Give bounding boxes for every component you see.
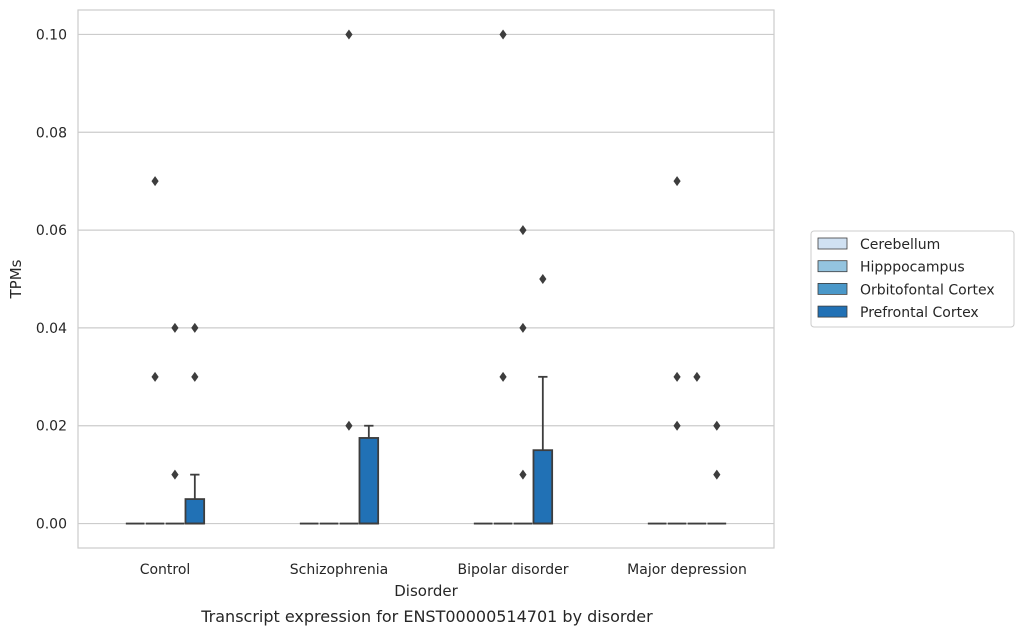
outlier-point [499,29,507,40]
x-tick-label: Control [140,562,191,578]
outlier-point [519,322,527,333]
y-tick-label: 0.04 [36,321,67,337]
x-axis-label: Disorder [394,582,458,600]
y-tick-label: 0.10 [36,27,67,43]
y-axis-ticks: 0.00 0.02 0.04 0.06 0.08 0.10 [36,27,67,532]
outlier-point [519,469,527,480]
x-tick-label: Bipolar disorder [457,562,568,578]
outlier-point [151,371,159,382]
outlier-point [345,29,353,40]
y-tick-label: 0.00 [36,517,67,533]
outlier-point [171,469,179,480]
outlier-point [171,322,179,333]
outlier-point [191,371,199,382]
outlier-point [673,420,681,431]
outlier-point [713,469,721,480]
y-axis-label: TPMs [7,259,25,299]
box-body [184,498,206,525]
marks-layer [125,29,727,525]
plot-area-frame [77,9,775,549]
x-tick-label: Schizophrenia [290,562,388,578]
outlier-point [519,225,527,236]
outlier-point [693,371,701,382]
x-axis-ticks: Control Schizophrenia Bipolar disorder Majo… [140,562,747,578]
legend-label: Orbitofontal Cortex [860,282,995,298]
outlier-point [191,322,199,333]
legend: Cerebellum Hipppocampus Orbitofontal Corte… [810,230,1015,328]
legend-swatch [817,282,848,295]
legend-label: Prefrontal Cortex [860,305,979,321]
legend-swatch [817,305,848,318]
y-tick-label: 0.08 [36,125,67,141]
legend-swatch [817,260,848,273]
chart-caption: Transcript expression for ENST0000051470… [200,607,653,626]
legend-swatch [817,237,848,250]
box-body [358,437,380,525]
outlier-point [151,176,159,187]
outlier-point [673,176,681,187]
legend-label: Cerebellum [860,237,940,253]
outlier-point [345,420,353,431]
y-tick-label: 0.02 [36,419,67,435]
legend-label: Hipppocampus [860,260,965,276]
outlier-point [539,274,547,284]
outlier-point [499,371,507,382]
legend-frame [810,230,1015,328]
box-body [532,449,554,525]
outlier-point [713,420,721,431]
x-tick-label: Major depression [627,562,747,578]
outlier-point [673,371,681,382]
y-tick-label: 0.06 [36,223,67,239]
